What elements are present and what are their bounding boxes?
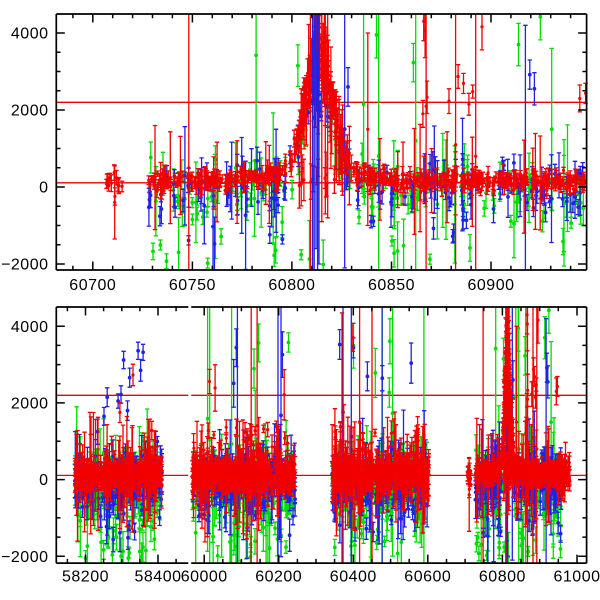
svg-text:4000: 4000 (11, 319, 49, 336)
svg-text:0: 0 (39, 180, 48, 197)
svg-text:60800: 60800 (479, 568, 526, 585)
svg-text:2000: 2000 (11, 103, 49, 120)
svg-text:60700: 60700 (69, 277, 116, 294)
svg-text:60900: 60900 (468, 277, 515, 294)
svg-text:2000: 2000 (11, 396, 49, 413)
svg-text:60850: 60850 (368, 277, 415, 294)
svg-text:58200: 58200 (62, 568, 109, 585)
svg-text:61000: 61000 (554, 568, 600, 585)
svg-text:60200: 60200 (255, 568, 302, 585)
svg-text:4000: 4000 (11, 26, 49, 43)
svg-text:0: 0 (39, 472, 48, 489)
svg-text:58400: 58400 (135, 568, 182, 585)
svg-text:60000: 60000 (181, 568, 228, 585)
svg-text:60600: 60600 (404, 568, 451, 585)
svg-text:60750: 60750 (169, 277, 216, 294)
svg-text:60800: 60800 (268, 277, 315, 294)
svg-text:60400: 60400 (330, 568, 377, 585)
svg-text:−2000: −2000 (1, 257, 48, 274)
svg-text:−2000: −2000 (1, 549, 48, 566)
